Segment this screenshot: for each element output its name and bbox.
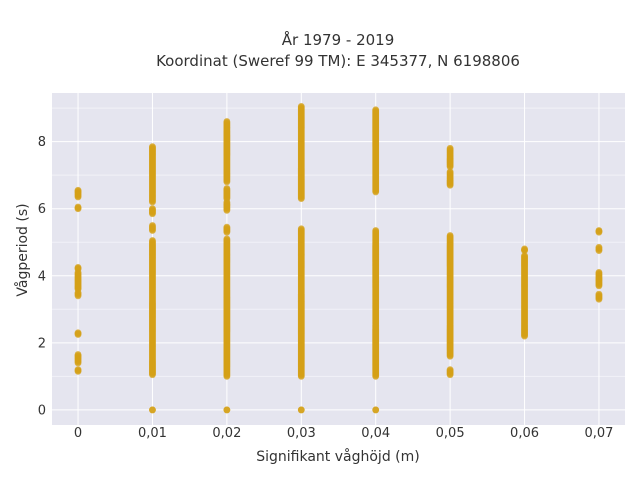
x-tick-label: 0,07 [584,426,613,441]
data-point [297,103,305,110]
data-point [223,235,231,243]
data-point [149,143,156,151]
x-axis-ticks: 0 0,01 0,02 0,03 0,04 0,05 0,06 0,07 [74,426,614,441]
x-tick-label: 0,06 [510,426,539,441]
data-point [595,243,603,251]
y-tick-label: 6 [38,202,46,217]
chart-subtitle: Koordinat (Sweref 99 TM): E 345377, N 61… [156,52,520,70]
data-point [595,269,603,276]
x-tick-label: 0,02 [212,426,241,441]
data-point [372,106,380,114]
data-point [372,406,380,414]
data-point [521,245,528,253]
data-points [74,103,603,414]
y-tick-label: 2 [38,336,46,351]
data-point [74,203,82,211]
data-point [149,205,156,213]
data-point [74,186,82,194]
x-tick-label: 0,01 [138,426,167,441]
data-point [446,232,454,239]
data-point [149,222,156,229]
data-point [595,290,603,298]
data-point [595,227,603,234]
data-point [74,366,82,374]
data-point [74,351,82,358]
data-point [223,406,231,414]
chart-title: År 1979 - 2019 [282,30,395,49]
plot-area [52,93,625,425]
data-point [74,263,82,271]
x-tick-label: 0,05 [436,426,465,441]
y-tick-label: 0 [38,403,46,418]
data-point [297,225,305,233]
data-point [297,406,305,414]
data-point [446,366,454,374]
x-tick-label: 0,04 [361,426,390,441]
data-point [223,185,231,192]
data-point [74,329,82,337]
x-axis-title: Signifikant våghöjd (m) [256,448,419,465]
data-point [149,237,156,244]
y-axis-title: Vågperiod (s) [14,203,31,296]
x-tick-label: 0 [74,426,82,441]
y-axis-ticks: 0 2 4 6 8 [38,135,46,418]
data-point [446,144,454,152]
y-tick-label: 4 [38,269,46,284]
data-point [521,252,528,260]
data-point [149,406,156,414]
data-point [372,227,380,234]
x-tick-label: 0,03 [287,426,316,441]
data-point [446,168,454,176]
data-point [223,118,231,125]
y-tick-label: 8 [38,135,46,150]
data-point [223,223,231,231]
